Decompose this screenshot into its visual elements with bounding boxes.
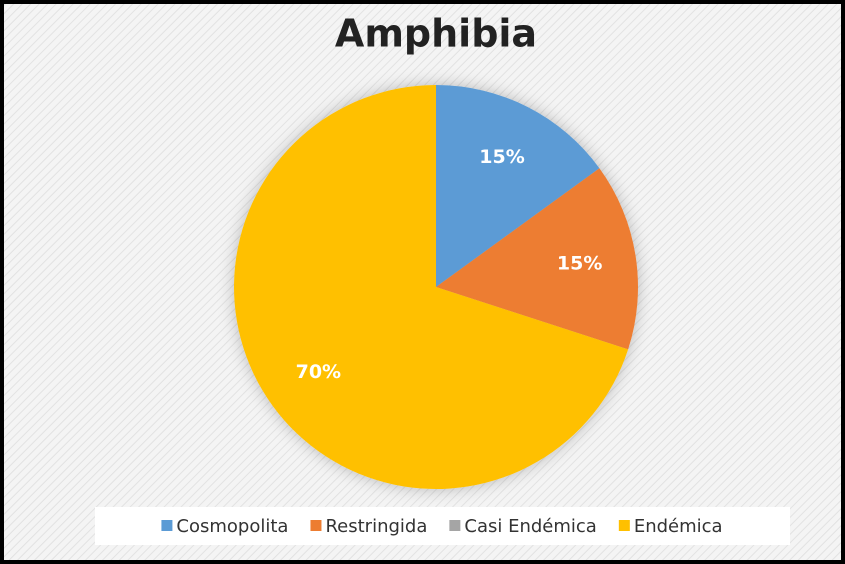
data-label: 15% — [479, 146, 524, 168]
legend-label: Restringida — [325, 516, 427, 537]
data-label: 70% — [296, 361, 341, 383]
pie — [234, 85, 638, 489]
legend-label: Casi Endémica — [464, 516, 596, 537]
legend-swatch — [310, 520, 322, 531]
legend-label: Endémica — [634, 516, 723, 537]
pie-slice — [436, 85, 600, 287]
legend-swatch — [618, 520, 630, 531]
legend-swatch — [161, 520, 173, 531]
legend-box — [95, 507, 790, 545]
legend-swatch — [449, 520, 461, 531]
pie-slice — [436, 168, 638, 350]
pie-slice — [234, 85, 629, 489]
chart-title: Amphibia — [335, 12, 537, 56]
data-label: 15% — [557, 253, 602, 275]
legend-label: Cosmopolita — [176, 516, 288, 537]
